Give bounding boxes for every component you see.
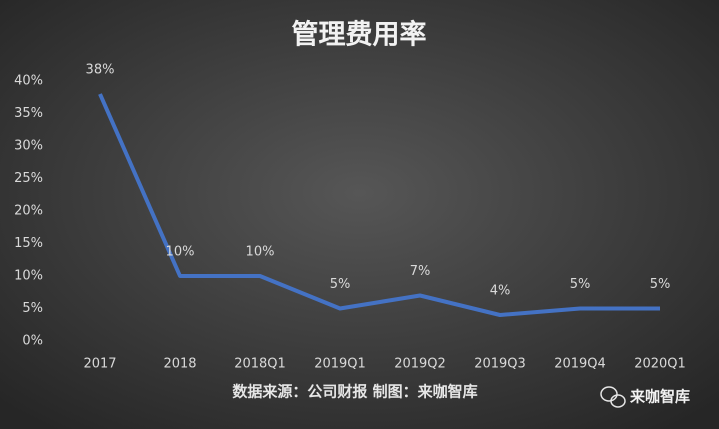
data-label: 5% [570, 277, 591, 292]
wechat-icon [600, 386, 626, 408]
data-label: 4% [490, 284, 511, 299]
x-tick-label: 2019Q4 [554, 357, 606, 372]
data-label: 10% [166, 245, 195, 260]
data-label: 5% [650, 277, 671, 292]
chart-title: 管理费用率 [292, 19, 427, 51]
x-tick-label: 2019Q2 [394, 357, 446, 372]
y-tick-label: 10% [14, 269, 43, 284]
line [98, 93, 660, 317]
source-note: 数据来源：公司财报 制图：来咖智库 [232, 383, 477, 401]
y-tick-label: 5% [22, 301, 43, 316]
watermark: 来咖智库 [629, 388, 690, 406]
data-label: 10% [246, 245, 275, 260]
x-tick-label: 2017 [83, 357, 116, 372]
data-label: 7% [410, 264, 431, 279]
x-tick-label: 2019Q1 [314, 357, 366, 372]
y-tick-label: 35% [14, 106, 43, 121]
x-tick-label: 2018 [163, 357, 196, 372]
x-tick-label: 2018Q1 [234, 357, 286, 372]
data-label: 5% [330, 277, 351, 292]
y-tick-label: 15% [14, 236, 43, 251]
x-tick-label: 2020Q1 [634, 357, 686, 372]
y-tick-label: 30% [14, 139, 43, 154]
y-tick-label: 25% [14, 171, 43, 186]
y-tick-label: 20% [14, 204, 43, 219]
y-tick-label: 40% [14, 74, 43, 89]
x-tick-label: 2019Q3 [474, 357, 526, 372]
y-tick-label: 0% [22, 334, 43, 349]
data-label: 38% [86, 63, 115, 78]
